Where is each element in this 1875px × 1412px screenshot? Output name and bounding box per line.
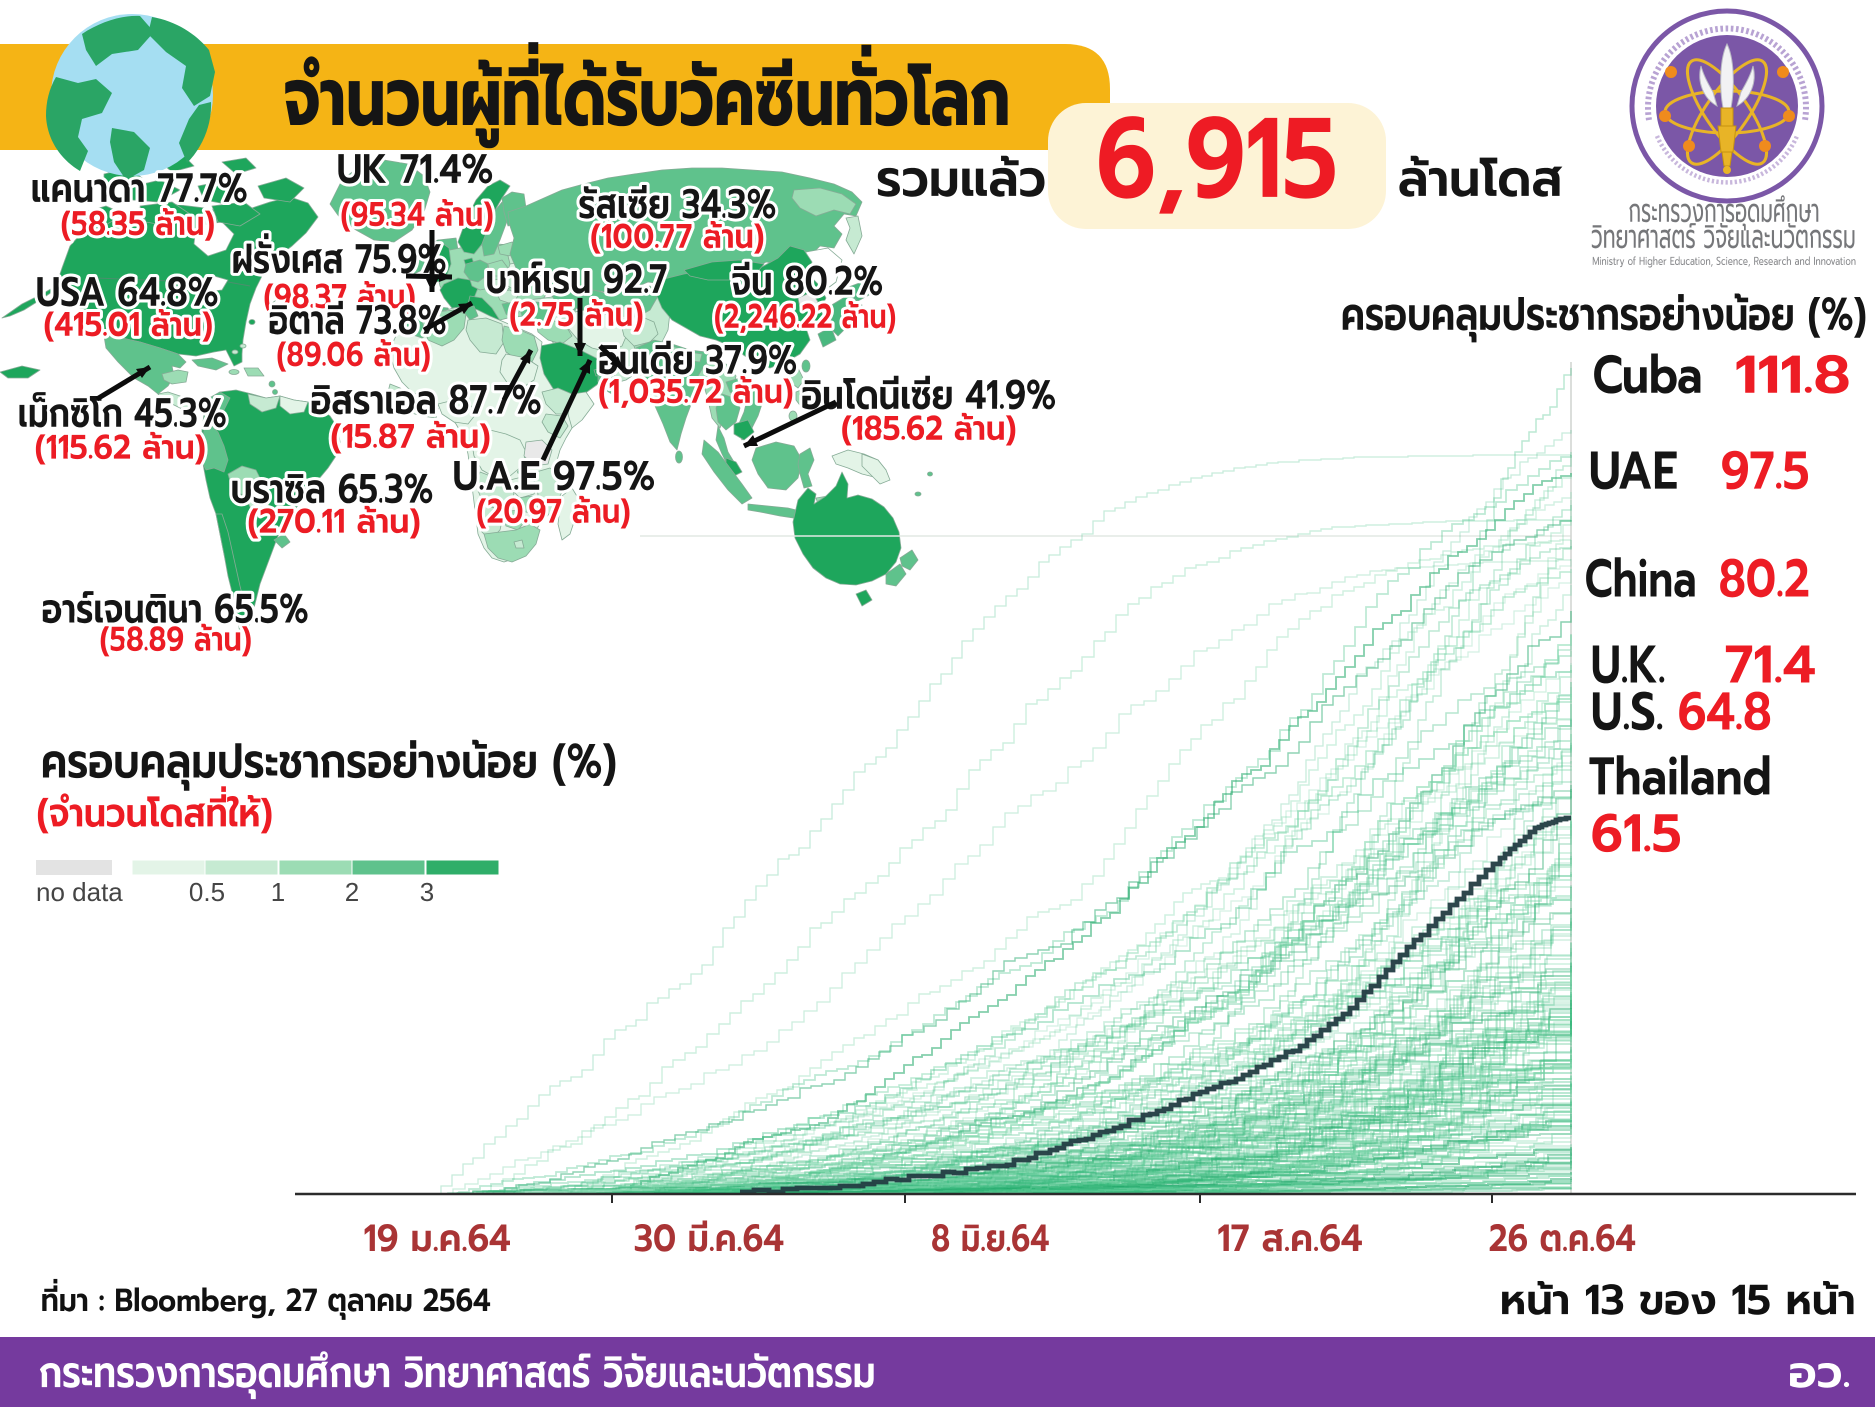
svg-text:0.5: 0.5 (189, 877, 225, 907)
svg-text:3: 3 (420, 877, 434, 907)
svg-text:no data: no data (36, 877, 123, 907)
svg-text:2: 2 (345, 877, 359, 907)
svg-text:1: 1 (271, 877, 285, 907)
